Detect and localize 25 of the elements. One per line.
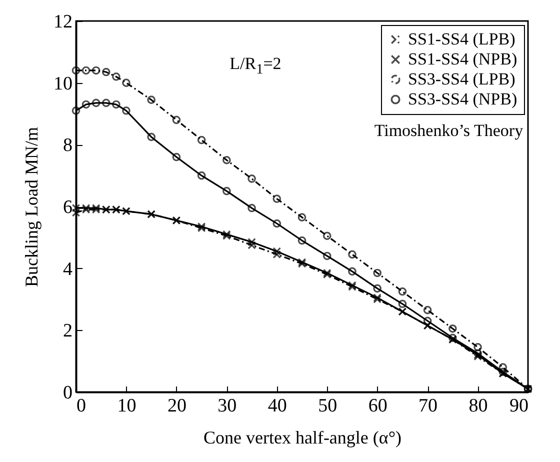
y-tick-label: 8 [63,135,72,156]
y-axis-title: Buckling Load MN/m [22,127,42,287]
x-tick-label: 0 [76,396,86,416]
x-tick-label: 40 [268,396,287,416]
x-tick-label: 90 [510,396,528,416]
y-tick-label: 12 [54,12,72,32]
x-tick-label: 60 [368,396,388,416]
y-tick-label: 2 [63,320,72,342]
x-axis-title: Cone vertex half-angle (α°) [203,428,402,448]
y-tick-label: 10 [54,73,72,94]
y-tick-label: 0 [63,382,72,404]
annotation: Timoshenko’s Theory [374,121,524,142]
y-tick-label: 4 [63,258,73,280]
legend-label: SS3-SS4 (NPB) [408,90,518,108]
x-tick-label: 80 [468,396,488,416]
x-tick-label: 20 [167,396,186,416]
legend-label: SS3-SS4 (LPB) [408,70,516,88]
x-tick-label: 30 [218,396,237,416]
x-tick-label: 70 [418,396,438,416]
annotation: L/R$_{1}$=2 [230,54,282,79]
legend-label: SS1-SS4 (LPB) [408,30,516,48]
y-tick-label: 6 [63,197,72,218]
x-tick-label: 50 [318,396,338,416]
legend-label: SS1-SS4 (NPB) [408,50,518,68]
x-tick-label: 10 [117,396,136,416]
